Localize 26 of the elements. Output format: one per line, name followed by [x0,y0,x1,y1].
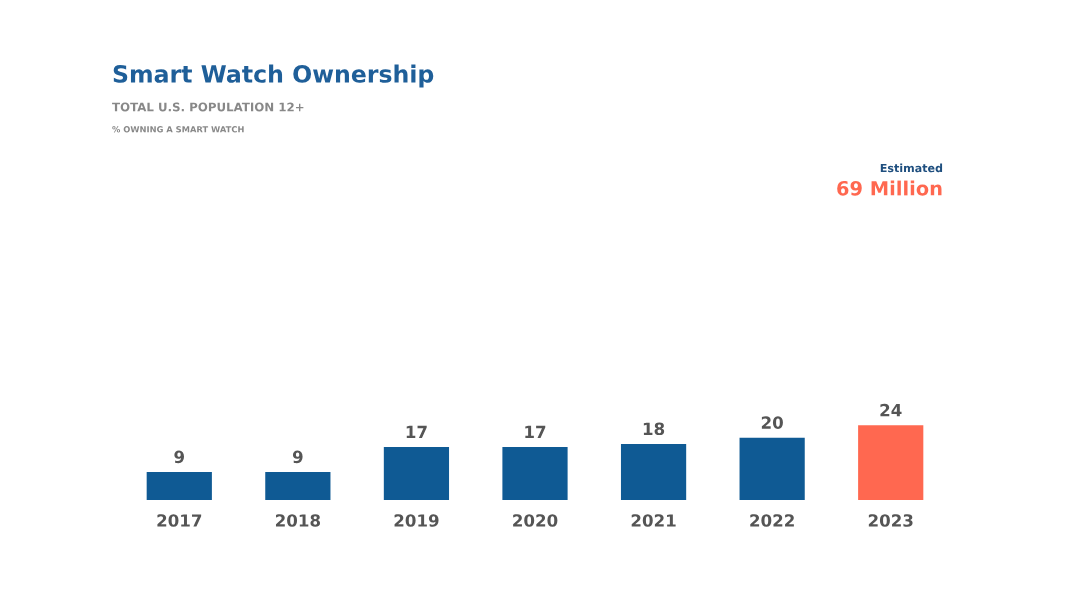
x-tick-label: 2021 [631,514,676,527]
data-label: 17 [406,425,427,438]
x-tick-label: 2023 [868,514,913,527]
x-tick-label: 2018 [275,514,321,527]
bar [620,443,687,500]
text: 69 Million [837,180,942,196]
bar [383,447,450,500]
data-label: 17 [525,425,546,438]
bar [265,471,331,500]
chart-title: Smart Watch Ownership [113,64,434,88]
x-tick-label: 2022 [750,514,794,527]
data-label: 24 [880,403,902,417]
bar [739,437,805,500]
bar [858,425,924,500]
text: Estimated [880,163,943,173]
bar [502,447,568,500]
x-tick-label: 2017 [157,514,202,527]
x-tick-label: 2020 [513,514,558,527]
text: % OWNING A SMART WATCH [112,126,244,133]
data-label: 9 [174,450,185,464]
x-tick-label: 2019 [394,514,439,527]
data-label: 18 [643,422,665,436]
data-label: 9 [292,450,303,464]
chart-subtitle: TOTAL U.S. POPULATION 12+ [112,102,304,112]
data-label: 20 [761,416,783,429]
bar [146,471,212,500]
